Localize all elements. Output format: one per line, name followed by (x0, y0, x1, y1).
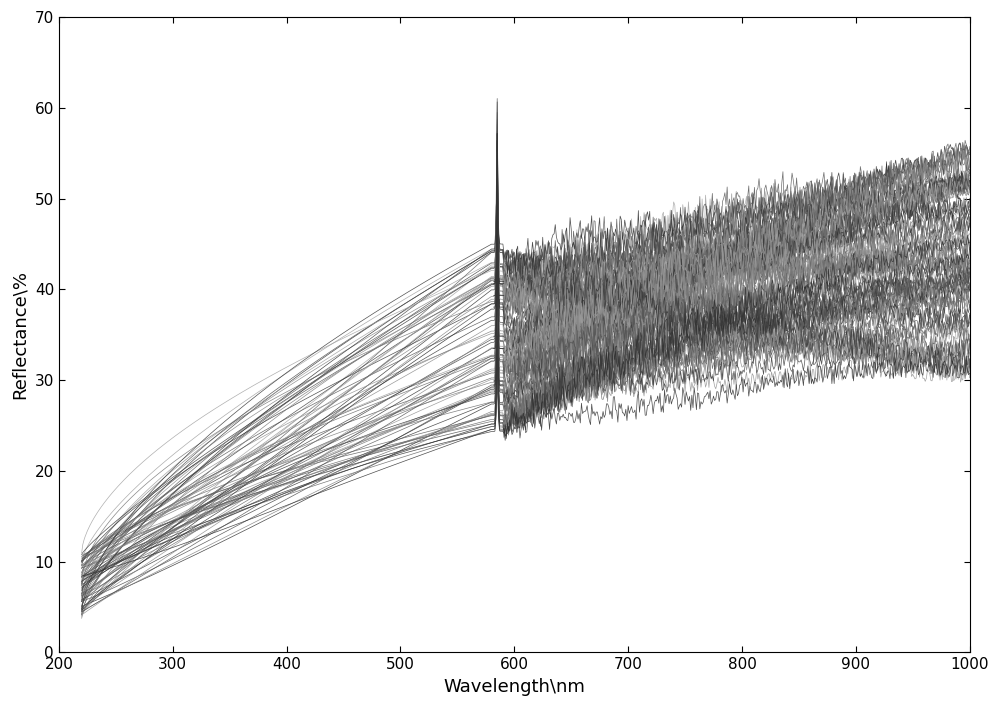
Y-axis label: Reflectance\%: Reflectance\% (11, 270, 29, 399)
X-axis label: Wavelength\nm: Wavelength\nm (443, 678, 585, 696)
